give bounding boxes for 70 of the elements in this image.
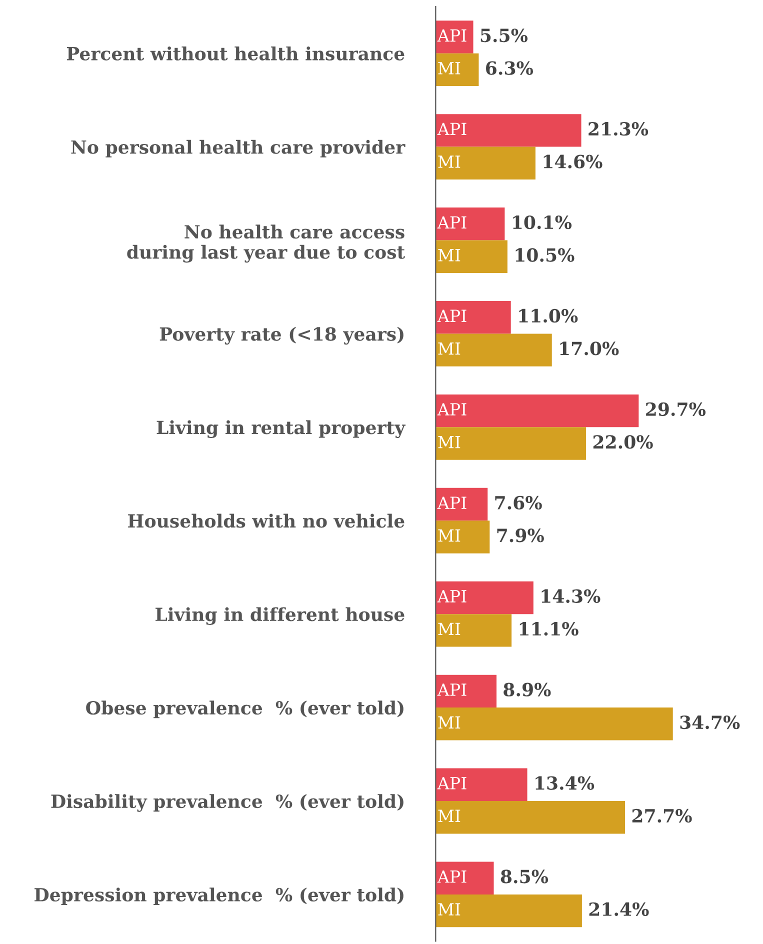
bar	[436, 300, 511, 334]
bar	[436, 768, 528, 801]
y-tick-label: No health care access during last year due to cost	[127, 224, 406, 263]
bar	[436, 53, 479, 86]
data-label: 8.5%	[500, 870, 548, 884]
bar	[436, 488, 488, 521]
y-tick-label: Households with no vehicle	[128, 514, 404, 528]
data-label: 21.4%	[589, 902, 649, 916]
series-label: API	[437, 29, 466, 42]
bar	[436, 674, 497, 708]
bar	[436, 862, 494, 894]
bar	[436, 520, 490, 554]
data-label: 17.0%	[560, 342, 619, 356]
data-label: 27.7%	[632, 808, 692, 823]
text: API	[437, 684, 466, 696]
bar	[436, 208, 505, 240]
data-label: 14.3%	[542, 589, 600, 603]
text: API	[437, 496, 466, 509]
y-tick-label: Percent without health insurance	[66, 46, 404, 60]
y-tick-label: Obese prevalence % (ever told)	[86, 700, 404, 718]
text: MI	[438, 436, 460, 448]
y-tick-label: Living in rental property	[156, 420, 406, 438]
y-tick-label: Poverty rate (<18 years)	[160, 326, 404, 345]
data-label: 29.7%	[646, 402, 706, 416]
y-tick-label: Living in different house	[156, 607, 404, 625]
text: API	[437, 310, 466, 322]
text: MI	[438, 156, 460, 168]
text: API	[437, 777, 466, 790]
data-label: 8.9%	[504, 682, 551, 696]
data-label: 11.0%	[519, 308, 578, 323]
bar	[436, 114, 582, 147]
data-label: 10.1%	[513, 215, 572, 230]
text: API	[437, 870, 466, 883]
data-label: 13.4%	[536, 776, 594, 790]
data-label: 10.5%	[516, 248, 574, 262]
bar	[436, 240, 508, 273]
bar	[436, 708, 673, 740]
text: MI	[438, 342, 460, 355]
y-tick-label: Disability prevalence % (ever told)	[51, 794, 404, 812]
text: MI	[438, 716, 460, 728]
bar	[436, 334, 552, 366]
data-label: 34.7%	[680, 715, 740, 730]
bar	[436, 894, 582, 928]
data-label: 5.5%	[480, 28, 528, 42]
bar	[436, 20, 474, 54]
text: MI	[438, 249, 460, 262]
text: API	[437, 122, 466, 136]
text: API	[437, 216, 466, 228]
data-label: 14.6%	[544, 154, 602, 168]
text: MI	[438, 810, 460, 822]
bar	[436, 146, 536, 180]
text: MI	[438, 622, 460, 636]
y-tick-label: No personal health care provider	[71, 140, 406, 158]
y-tick-label: Depression prevalence % (ever told)	[34, 888, 404, 906]
data-label: 7.9%	[497, 528, 544, 542]
bar	[436, 581, 534, 614]
data-label: 7.6%	[495, 496, 542, 510]
series-label: MI	[438, 62, 460, 74]
data-label: 11.1%	[520, 622, 578, 636]
text: MI	[438, 903, 460, 916]
text: MI	[438, 529, 460, 542]
bar	[436, 427, 586, 460]
bar	[436, 394, 639, 428]
bar	[436, 614, 512, 647]
bar	[436, 800, 626, 834]
text: API	[437, 403, 466, 416]
data-label: 6.3%	[486, 61, 534, 75]
data-label: 22.0%	[593, 435, 653, 449]
data-label: 21.3%	[588, 122, 648, 136]
text: API	[437, 590, 466, 602]
